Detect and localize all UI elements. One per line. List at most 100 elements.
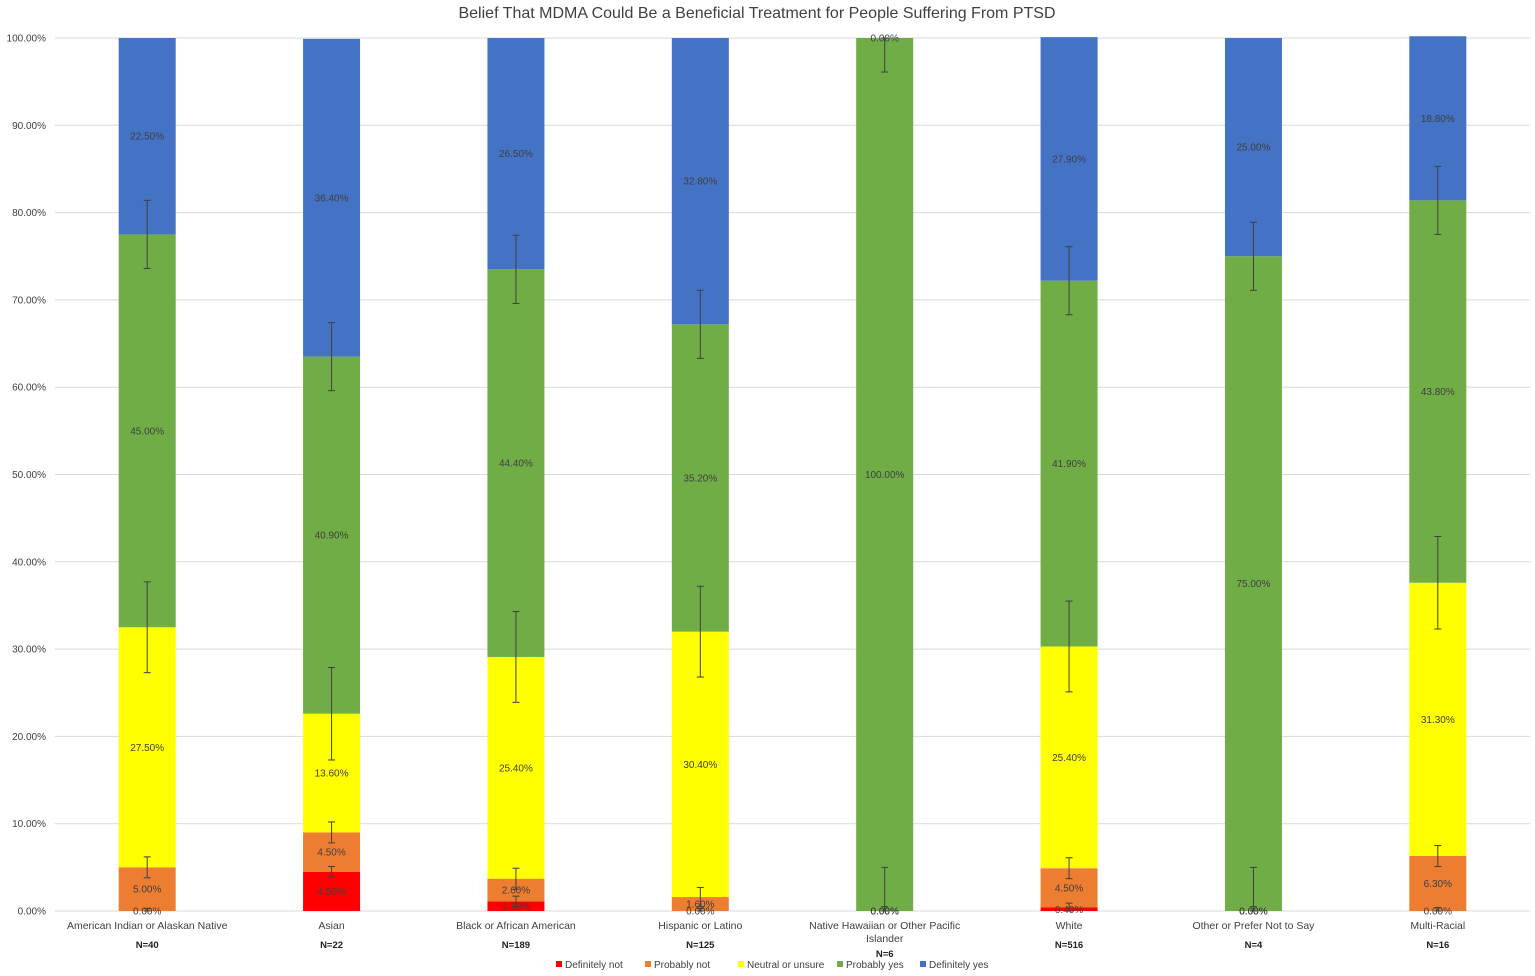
n-label: N=16	[1426, 940, 1449, 951]
category-label: Other or Prefer Not to Say	[1192, 920, 1315, 932]
y-tick-label: 60.00%	[12, 383, 46, 394]
bar-segment	[1409, 200, 1467, 583]
data-label: 6.30%	[1424, 879, 1452, 890]
y-tick-label: 80.00%	[12, 208, 46, 219]
data-label: 35.20%	[683, 473, 717, 484]
n-label: N=189	[502, 940, 530, 951]
bar-segment	[303, 871, 361, 911]
legend-label: Probably yes	[846, 960, 904, 971]
data-label: 75.00%	[1236, 579, 1270, 590]
data-label: 25.00%	[1236, 143, 1270, 154]
legend-swatch	[556, 961, 562, 967]
data-label: 43.80%	[1421, 387, 1455, 398]
bar-segment	[1040, 37, 1098, 281]
y-tick-label: 100.00%	[7, 34, 47, 45]
data-label: 0.00%	[133, 907, 161, 918]
legend-swatch	[920, 961, 926, 967]
data-label: 0.00%	[871, 907, 899, 918]
data-label: 26.50%	[499, 149, 533, 160]
y-tick-label: 40.00%	[12, 557, 46, 568]
y-tick-label: 0.00%	[18, 907, 46, 918]
legend-label: Probably not	[654, 960, 710, 971]
legend-label: Definitely not	[565, 960, 623, 971]
category-label: Black or African American	[456, 920, 576, 932]
data-label: 4.50%	[317, 887, 345, 898]
data-label: 2.60%	[502, 886, 530, 897]
y-tick-label: 70.00%	[12, 295, 46, 306]
chart-title: Belief That MDMA Could Be a Beneficial T…	[458, 5, 1055, 22]
data-label: 45.00%	[130, 426, 164, 437]
x-axis-categories: American Indian or Alaskan Native N=40 Asi…	[67, 920, 1465, 960]
data-label: 41.90%	[1052, 459, 1086, 470]
data-label: 0.40%	[1055, 905, 1083, 916]
bar-segment	[856, 38, 914, 911]
data-label: 36.40%	[315, 193, 349, 204]
bar-segment	[671, 38, 729, 325]
y-tick-label: 50.00%	[12, 470, 46, 481]
data-label: 100.00%	[865, 470, 905, 481]
bar-segment	[303, 38, 361, 357]
legend-label: Definitely yes	[929, 960, 988, 971]
y-axis-ticks: 0.00% 10.00% 20.00% 30.00% 40.00% 50.00% 60.00…	[7, 34, 47, 918]
data-label: 30.40%	[683, 760, 717, 771]
category-label: Multi-Racial	[1410, 920, 1465, 932]
data-label: 0.00%	[1424, 907, 1452, 918]
data-label: 32.80%	[683, 177, 717, 188]
data-label: 13.60%	[315, 769, 349, 780]
bar-segment	[487, 878, 545, 902]
data-label: 4.50%	[1055, 883, 1083, 894]
category-label: Native Hawaiian or Other Pacific	[809, 920, 960, 932]
legend-swatch	[645, 961, 651, 967]
bar-segment	[303, 356, 361, 714]
category-label: Islander	[866, 933, 904, 945]
data-label: 27.90%	[1052, 154, 1086, 165]
legend-swatch	[738, 961, 744, 967]
y-tick-label: 20.00%	[12, 732, 46, 743]
category-label: White	[1056, 920, 1083, 932]
legend-label: Neutral or unsure	[747, 960, 825, 971]
data-label: 0.00%	[871, 907, 899, 918]
legend: Definitely not Probably not Neutral or uns…	[556, 960, 988, 971]
data-label: 40.90%	[315, 531, 349, 542]
data-label: 44.40%	[499, 459, 533, 470]
data-labels: 0.00% 5.00% 27.50% 45.00% 22.50% 4.50% 4.50% 13…	[130, 34, 1455, 918]
error-bars	[143, 37, 1442, 912]
bar-segment	[1040, 280, 1098, 647]
y-tick-label: 90.00%	[12, 121, 46, 132]
bar-segment	[671, 324, 729, 632]
data-label: 0.00%	[1239, 907, 1267, 918]
y-tick-label: 10.00%	[12, 819, 46, 830]
data-label: 5.00%	[133, 885, 161, 896]
n-label: N=40	[136, 940, 159, 951]
n-label: N=125	[686, 940, 715, 951]
bar-segment	[487, 269, 545, 657]
data-label: 4.50%	[317, 848, 345, 859]
data-label: 22.50%	[130, 132, 164, 143]
y-tick-label: 30.00%	[12, 645, 46, 656]
data-label: 0.00%	[686, 907, 714, 918]
data-label: 31.30%	[1421, 715, 1455, 726]
data-label: 1.60%	[686, 900, 714, 911]
category-label: Asian	[318, 920, 344, 932]
bar-segment	[487, 38, 545, 270]
bars	[118, 36, 1467, 911]
data-label: 18.80%	[1421, 114, 1455, 125]
data-label: 27.50%	[130, 743, 164, 754]
data-label: 25.40%	[499, 763, 533, 774]
n-label: N=4	[1245, 940, 1263, 951]
category-label: American Indian or Alaskan Native	[67, 920, 228, 932]
data-label: 0.00%	[871, 34, 899, 45]
category-label: Hispanic or Latino	[658, 920, 742, 932]
data-label: 0.00%	[1239, 907, 1267, 918]
bar-segment	[1224, 38, 1282, 257]
n-label: N=22	[320, 940, 343, 951]
data-label: 0.00%	[871, 907, 899, 918]
n-label: N=6	[876, 949, 894, 960]
legend-swatch	[837, 961, 843, 967]
data-label: 0.00%	[1239, 907, 1267, 918]
bar-segment	[1224, 256, 1282, 911]
data-label: 1.10%	[502, 902, 530, 913]
data-label: 25.40%	[1052, 753, 1086, 764]
